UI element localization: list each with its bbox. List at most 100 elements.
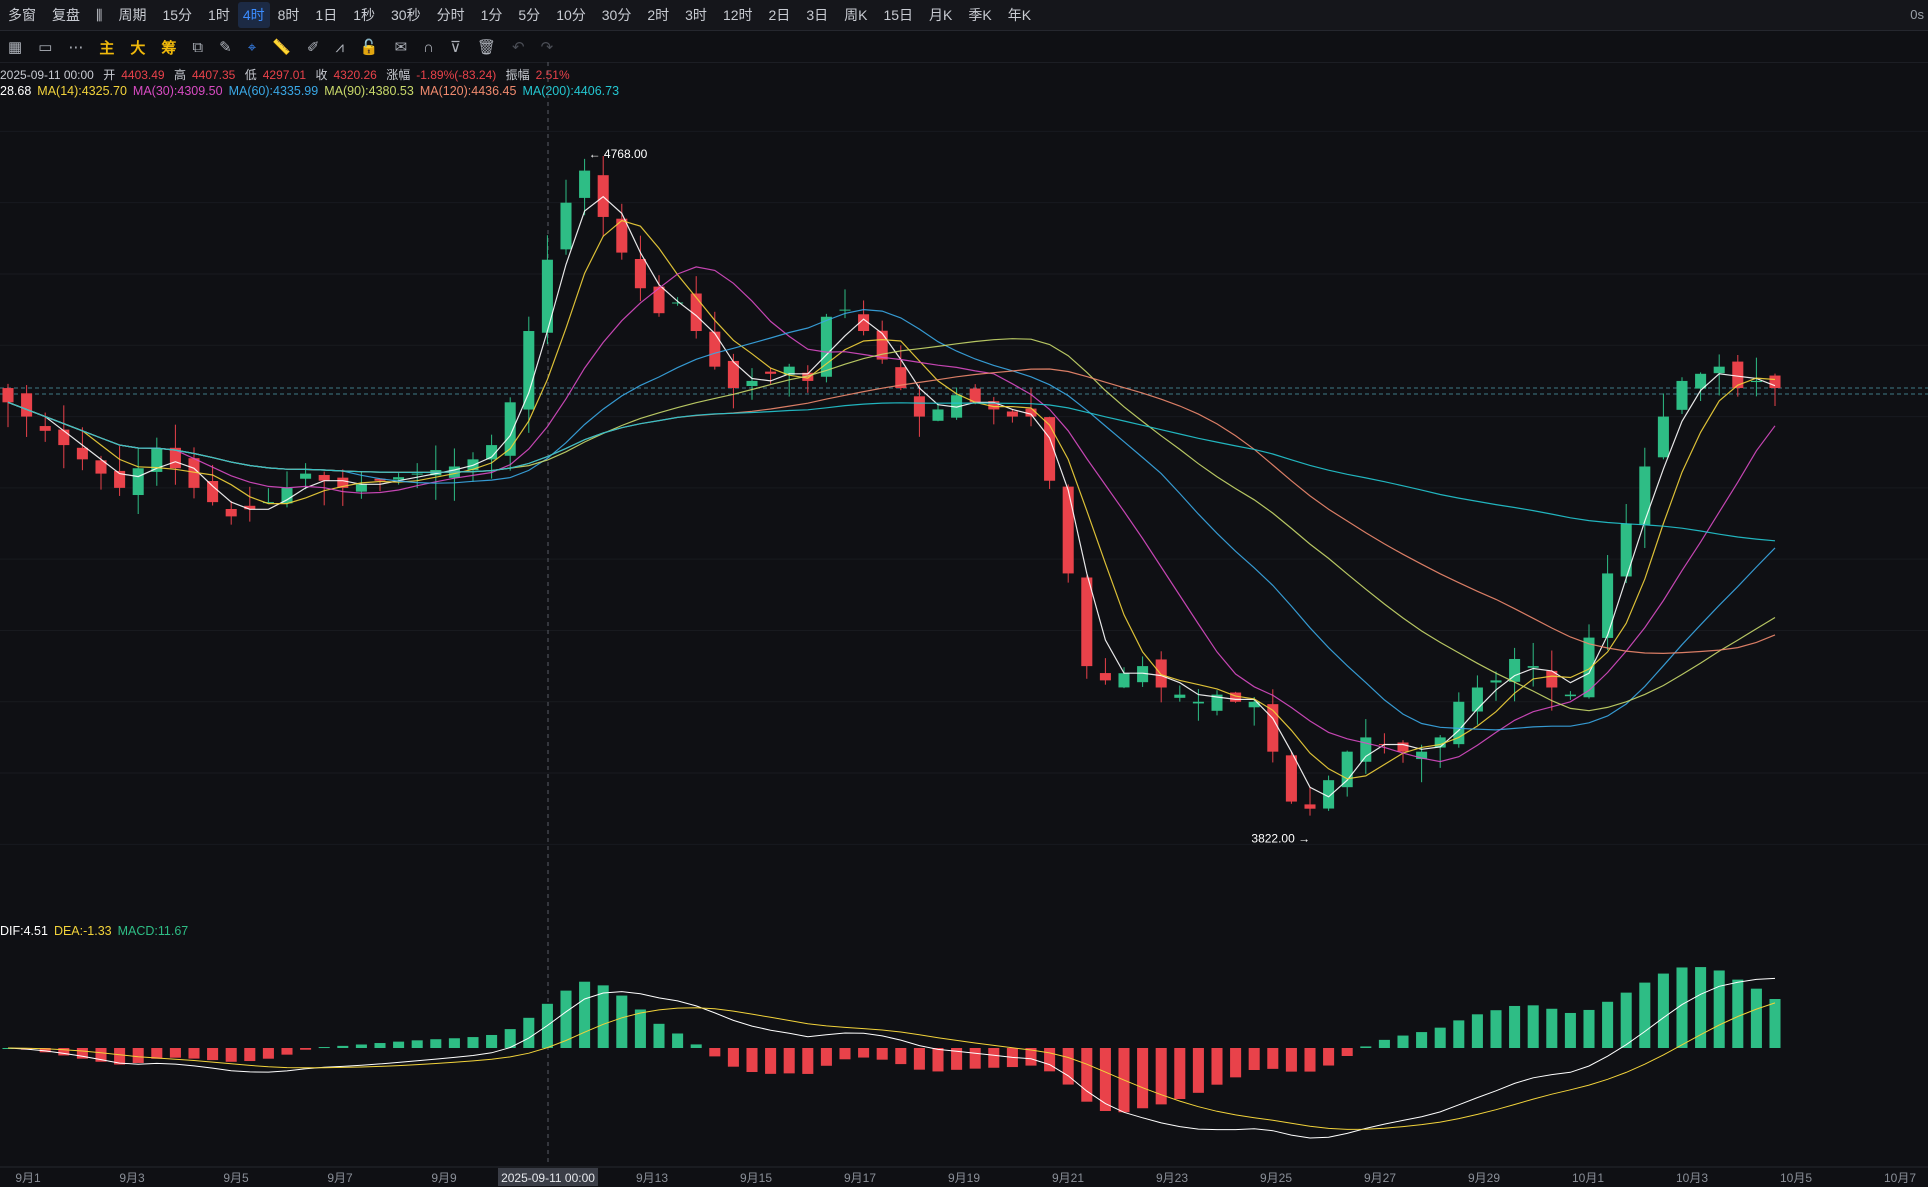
macd-bar (839, 1048, 851, 1060)
high-label: 高 (173, 68, 186, 82)
redo-icon[interactable]: ↷ (540, 39, 554, 56)
big-order-button[interactable]: 大 (130, 39, 146, 57)
period-0[interactable]: 多窗 (8, 7, 36, 23)
candle-body (95, 460, 107, 474)
macd-bar (1657, 973, 1669, 1048)
macd-bar (448, 1038, 460, 1048)
macd-bar (1137, 1048, 1149, 1109)
macd-bar (244, 1048, 256, 1062)
x-tick-label: 9月3 (119, 1171, 145, 1185)
macd-bar (709, 1048, 721, 1057)
period-9[interactable]: 1秒 (353, 7, 376, 23)
price-annotation: 3822.00 → (1251, 832, 1310, 846)
chip-button[interactable]: 筹 (161, 39, 177, 57)
magnet-icon[interactable]: ∩ (423, 38, 434, 56)
candle-body (1323, 780, 1335, 809)
x-tick-label: 10月1 (1572, 1171, 1604, 1185)
period-25[interactable]: 年K (1007, 7, 1032, 23)
macd-bar (1155, 1048, 1167, 1105)
period-16[interactable]: 2时 (647, 7, 670, 23)
ruler-icon[interactable]: 📏 (272, 39, 291, 56)
period-18[interactable]: 12时 (722, 7, 753, 23)
macd-bar (1397, 1035, 1409, 1048)
period-13[interactable]: 5分 (518, 7, 541, 23)
period-4[interactable]: 15分 (162, 7, 193, 23)
candle-body (393, 477, 405, 480)
candle-body (1267, 704, 1279, 752)
macd-bar (1527, 1005, 1539, 1048)
macd-bar (1509, 1005, 1521, 1048)
period-23[interactable]: 月K (929, 7, 953, 23)
candle-body (783, 366, 795, 375)
amp-value: 2.51% (535, 68, 570, 82)
macd-bar (486, 1034, 498, 1048)
candle-body (1471, 687, 1483, 712)
candle-body (1211, 694, 1223, 711)
filter-icon[interactable]: ⊽ (449, 39, 461, 56)
undo-icon[interactable]: ↶ (511, 39, 525, 56)
main-indicator-button[interactable]: 主 (99, 39, 115, 57)
period-11[interactable]: 分时 (436, 7, 465, 23)
period-2[interactable]: ⫼ (96, 6, 103, 23)
macd-bar (1732, 979, 1744, 1048)
period-22[interactable]: 15日 (883, 7, 914, 23)
candle-body (802, 372, 814, 381)
period-6[interactable]: 4时 (237, 2, 270, 28)
period-14[interactable]: 10分 (556, 7, 586, 23)
candle-body (1230, 692, 1242, 702)
high-value: 4407.35 (191, 68, 236, 82)
period-20[interactable]: 3日 (806, 7, 829, 23)
period-12[interactable]: 1分 (480, 7, 503, 23)
macd-bar (1044, 1048, 1056, 1072)
ma-legend-item-5: MA(120):4436.45 (419, 84, 517, 98)
period-7[interactable]: 8时 (277, 7, 300, 23)
grid-icon[interactable]: ▦ (8, 39, 23, 56)
macd-bar (430, 1039, 442, 1048)
macd-bar (1416, 1032, 1428, 1048)
lock-icon[interactable]: 🔓 (359, 39, 379, 56)
candle-body (1174, 694, 1186, 698)
period-8[interactable]: 1日 (315, 7, 338, 23)
candle-body (709, 331, 721, 367)
period-3[interactable]: 周期 (118, 7, 147, 23)
macd-bar (1174, 1048, 1186, 1099)
macd-bar (1062, 1048, 1074, 1085)
macd-bar (1620, 992, 1632, 1048)
pen-icon[interactable]: ✐ (306, 39, 320, 56)
cursor-icon[interactable]: ⌖ (247, 38, 257, 56)
candle-body (820, 316, 832, 377)
macd-bar (169, 1048, 181, 1058)
pattern-icon[interactable]: ⩘ (335, 38, 344, 56)
candle-body (21, 393, 33, 417)
period-10[interactable]: 30秒 (391, 7, 421, 23)
period-1[interactable]: 复盘 (52, 7, 80, 23)
more-icon[interactable]: ⋯ (68, 39, 84, 56)
note-icon[interactable]: ✉ (394, 39, 408, 56)
candle-body (1155, 659, 1167, 688)
compare-icon[interactable]: ⧉ (192, 38, 204, 56)
macd-bar (1453, 1020, 1465, 1048)
trash-icon[interactable]: 🗑 (476, 39, 496, 56)
period-15[interactable]: 30分 (601, 7, 632, 23)
candle-body (1341, 751, 1353, 788)
crosshair-date-box (498, 1168, 598, 1186)
period-24[interactable]: 季K (968, 7, 992, 23)
brush-icon[interactable]: ✎ (219, 39, 232, 56)
period-21[interactable]: 周K (844, 7, 868, 23)
x-tick-label: 9月29 (1468, 1171, 1500, 1185)
ma-line (7, 266, 1776, 763)
rectangle-icon[interactable]: ▭ (38, 39, 53, 56)
period-19[interactable]: 2日 (768, 7, 791, 23)
macd-bar (1546, 1008, 1558, 1048)
candle-body (1713, 366, 1725, 374)
candle-body (374, 478, 386, 481)
period-5[interactable]: 1时 (208, 7, 230, 23)
macd-bar (1378, 1039, 1390, 1048)
candle-body (1546, 670, 1558, 688)
macd-bar (1360, 1046, 1372, 1048)
macd-bar (1583, 1009, 1595, 1048)
ma-line (7, 401, 1776, 542)
period-17[interactable]: 3时 (685, 7, 707, 23)
macd-bar (746, 1048, 758, 1073)
